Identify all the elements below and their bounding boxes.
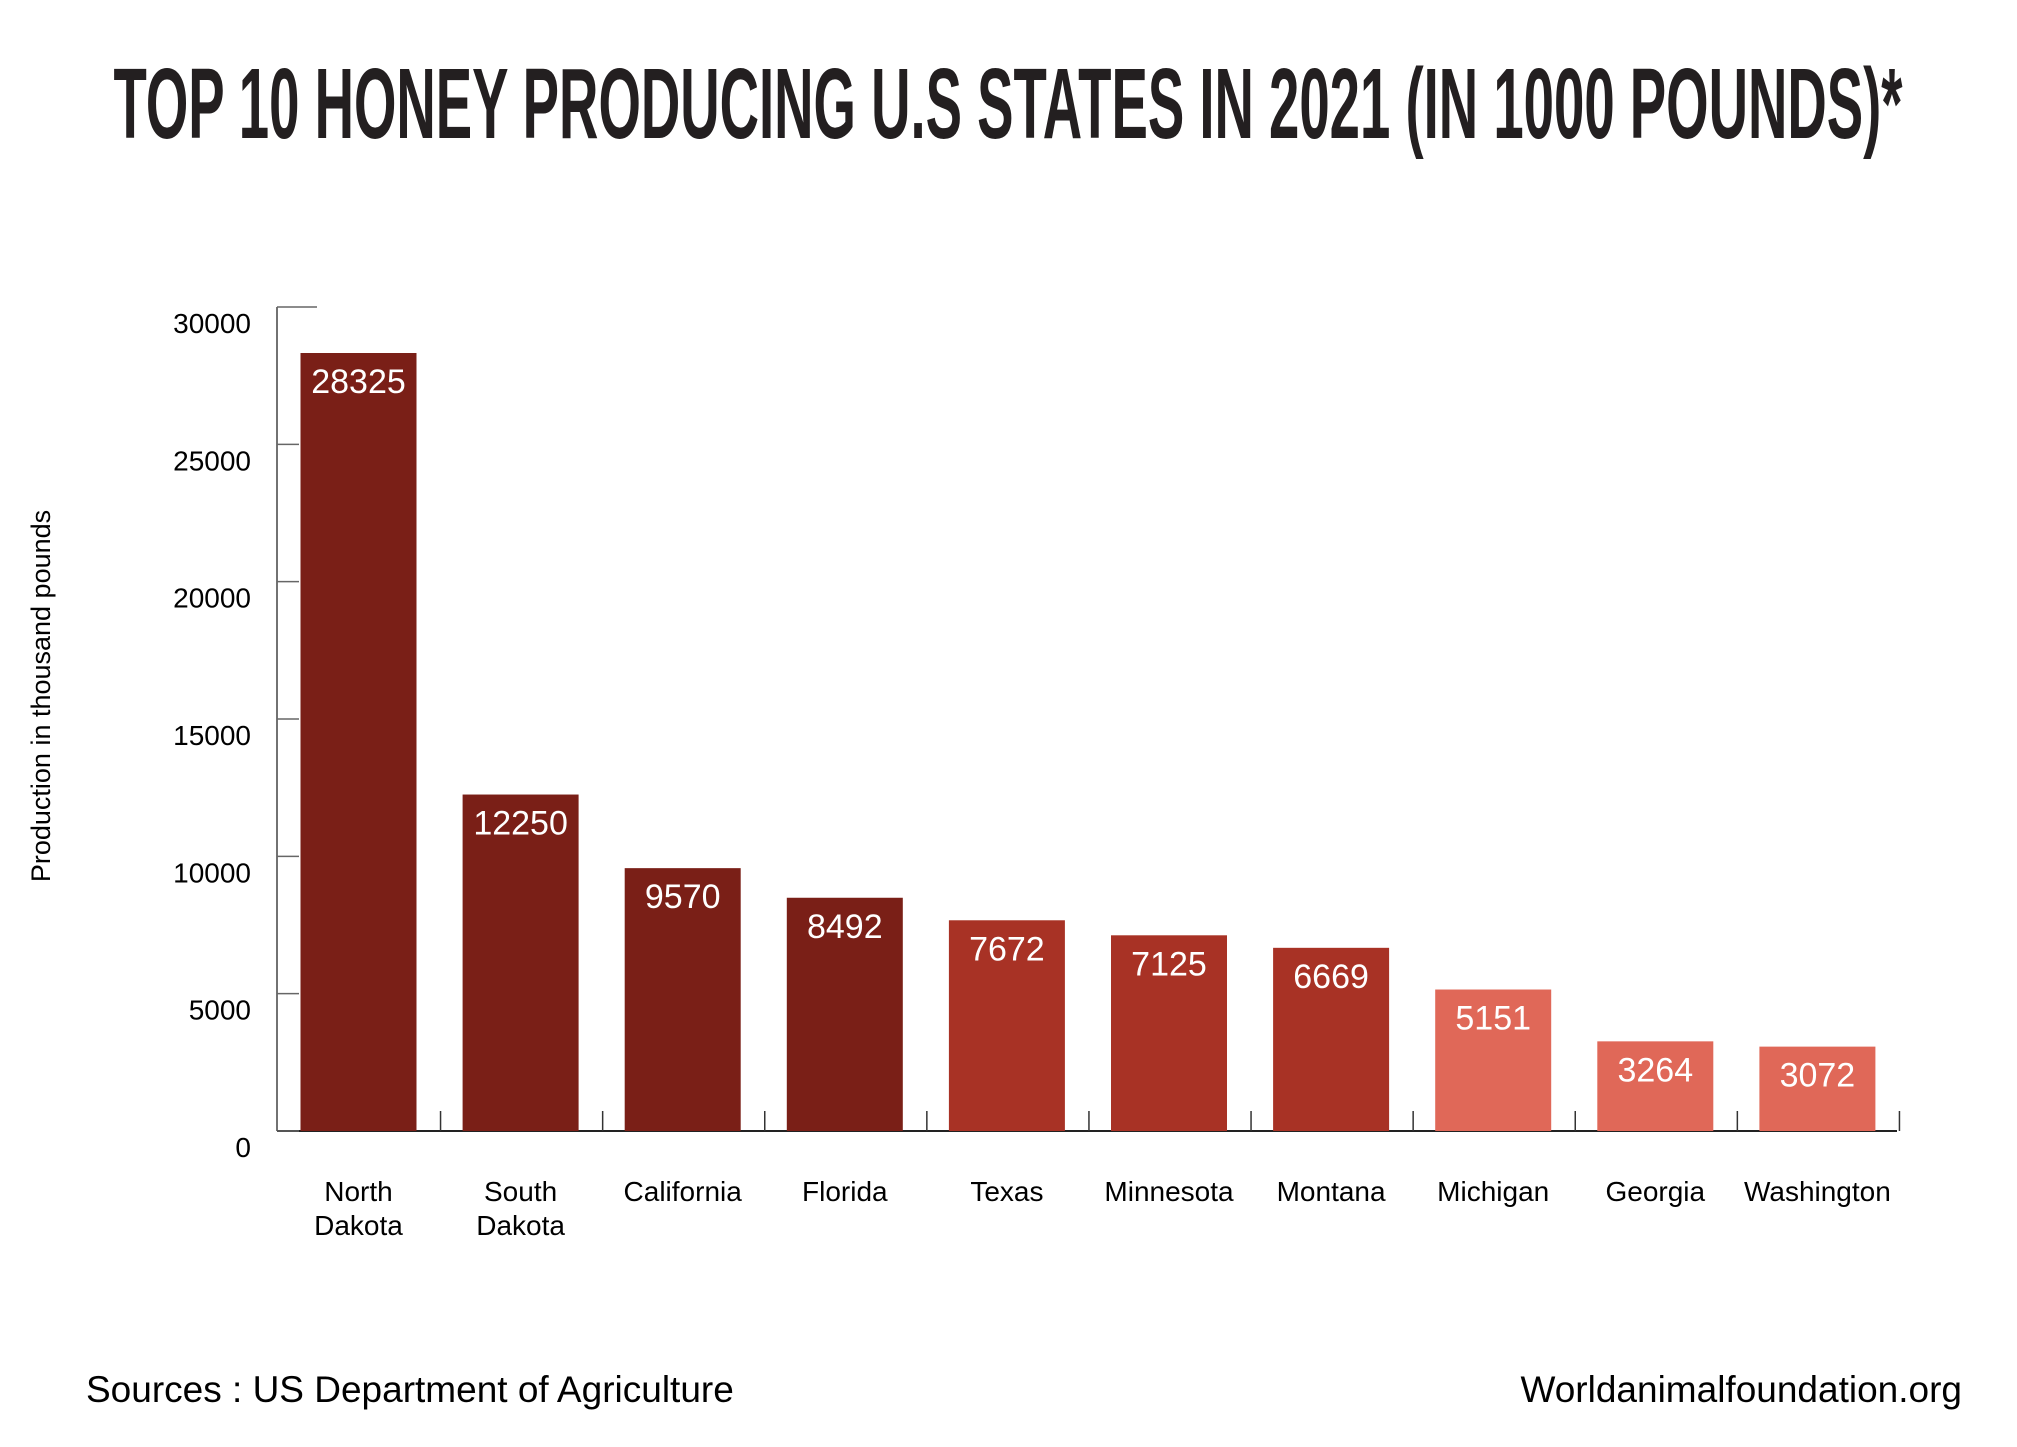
chart-title: TOP 10 HONEY PRODUCING U.S STATES IN 202… xyxy=(114,48,1903,160)
y-axis-label: Production in thousand pounds xyxy=(26,510,56,882)
x-tick-label: Georgia xyxy=(1605,1176,1705,1207)
bar-data-label: 7672 xyxy=(969,930,1045,968)
x-tick-label: Washington xyxy=(1744,1176,1891,1207)
x-tick-label: Minnesota xyxy=(1104,1176,1234,1207)
y-tick-label: 20000 xyxy=(173,583,251,614)
bar xyxy=(462,794,579,1131)
bar-data-label: 3264 xyxy=(1617,1051,1693,1089)
y-tick-label: 0 xyxy=(235,1132,251,1163)
x-tick-label: California xyxy=(624,1176,743,1207)
bar xyxy=(1273,947,1390,1131)
bar-data-label: 5151 xyxy=(1455,1000,1531,1038)
bar xyxy=(948,920,1065,1131)
bar xyxy=(1597,1041,1714,1131)
bar xyxy=(1111,935,1227,1131)
y-tick-label: 30000 xyxy=(173,308,251,339)
bar xyxy=(1759,1046,1876,1131)
bar-data-label: 3072 xyxy=(1780,1057,1856,1095)
bar-data-label: 12250 xyxy=(473,805,568,843)
bars: 28325 12250 9570 8492 7672 7125 6669 5151 3264 30… xyxy=(300,353,1876,1131)
y-tick-label: 5000 xyxy=(189,995,251,1026)
x-tick-label: Michigan xyxy=(1437,1176,1549,1207)
bar xyxy=(1435,989,1552,1131)
bar xyxy=(624,868,741,1131)
bar-data-label: 8492 xyxy=(807,908,883,946)
bar-data-label: 9570 xyxy=(645,878,721,916)
y-tick-label: 25000 xyxy=(173,445,251,476)
x-tick-label: North xyxy=(324,1176,392,1207)
bar xyxy=(300,353,417,1131)
axes: 050001000015000200002500030000NorthDakot… xyxy=(173,306,1901,1241)
x-tick-label: Dakota xyxy=(476,1210,565,1241)
bar-data-label: 28325 xyxy=(311,363,406,401)
x-tick-label: Florida xyxy=(802,1176,888,1207)
bar xyxy=(786,897,903,1131)
source-note: Sources : US Department of Agriculture xyxy=(86,1369,734,1410)
y-tick-label: 10000 xyxy=(173,857,251,888)
x-tick-label: Texas xyxy=(970,1176,1043,1207)
website-credit: Worldanimalfoundation.org xyxy=(1520,1369,1962,1410)
bar-data-label: 7125 xyxy=(1131,945,1207,983)
x-tick-label: Dakota xyxy=(314,1210,403,1241)
x-tick-label: South xyxy=(484,1176,557,1207)
x-tick-label: Montana xyxy=(1277,1176,1386,1207)
bar-data-label: 6669 xyxy=(1293,958,1369,996)
y-tick-label: 15000 xyxy=(173,720,251,751)
